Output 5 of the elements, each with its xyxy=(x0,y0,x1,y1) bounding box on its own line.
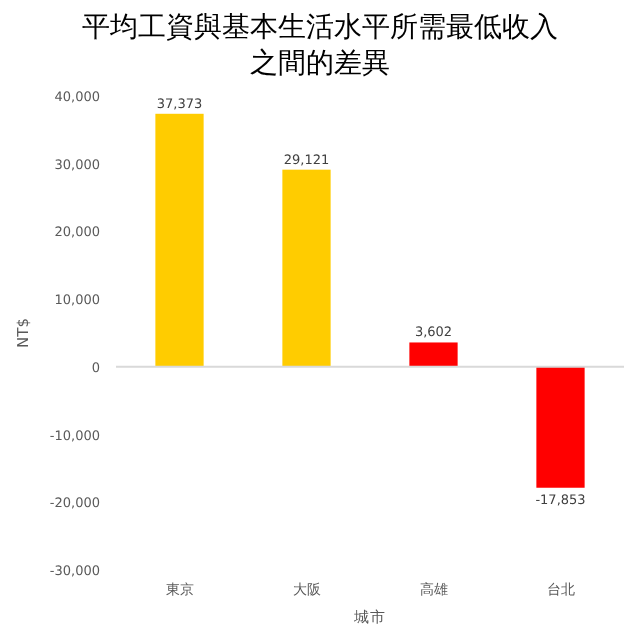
bar xyxy=(155,113,204,367)
chart-title: 平均工資與基本生活水平所需最低收入之間的差異 xyxy=(80,10,560,82)
bar xyxy=(536,366,585,488)
bar xyxy=(409,342,458,367)
bar xyxy=(282,169,331,367)
